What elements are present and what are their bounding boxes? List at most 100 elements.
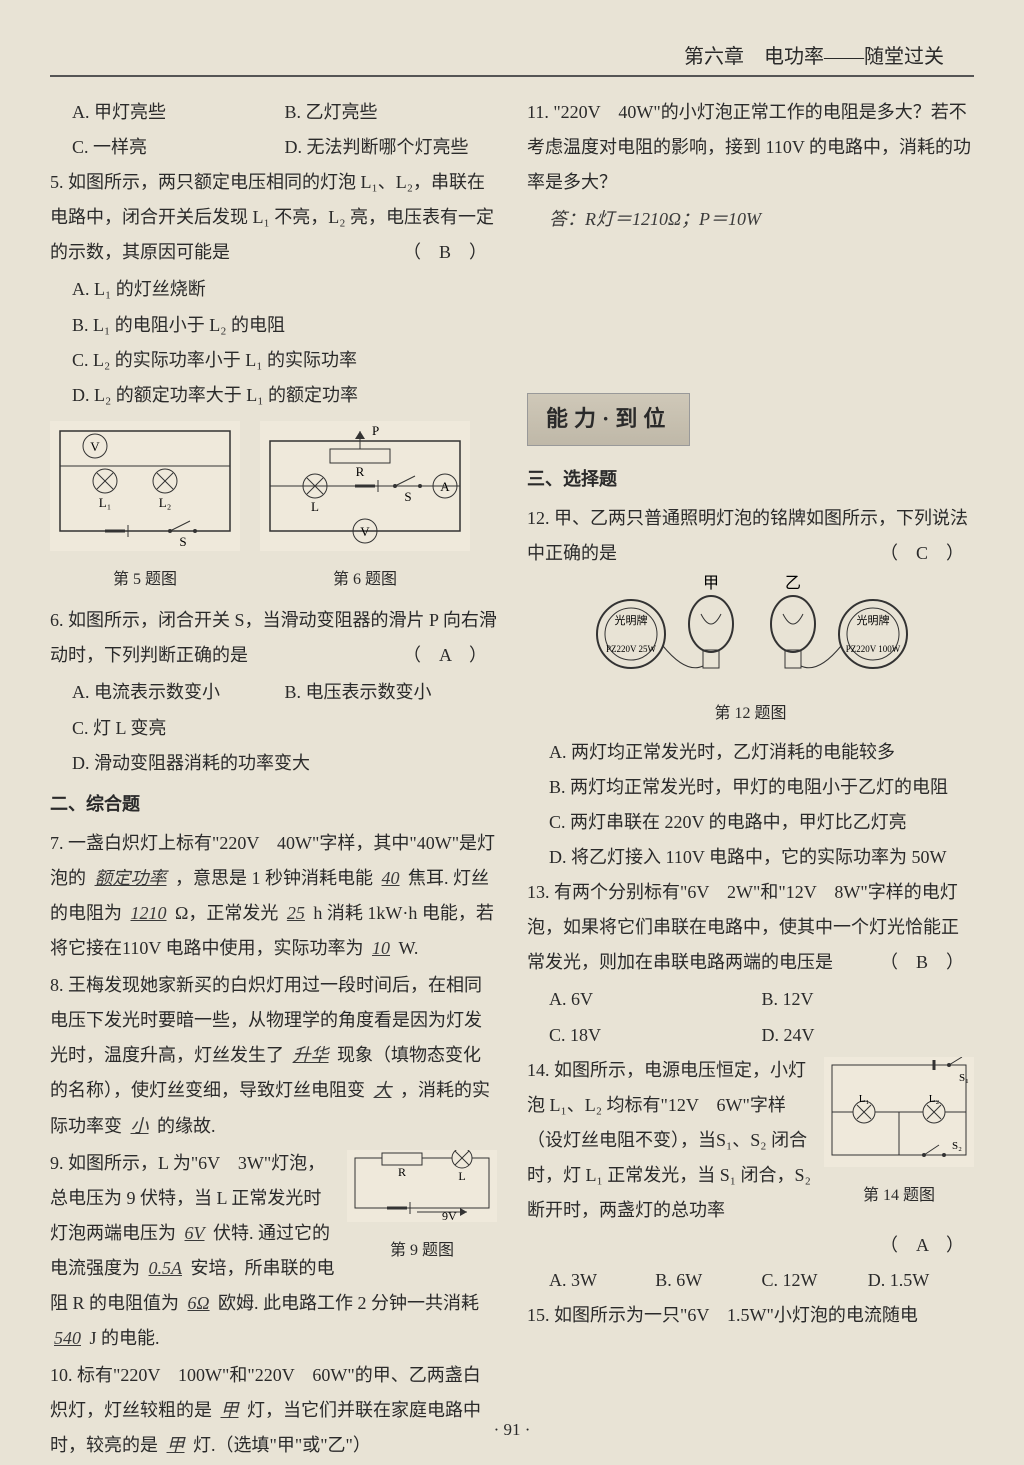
two-column-layout: A. 甲灯亮些 B. 乙灯亮些 C. 一样亮 D. 无法判断哪个灯亮些 5. 如… [50, 95, 974, 1465]
q10: 10. 标有"220V 100W"和"220V 60W"的甲、乙两盏白炽灯，灯丝… [50, 1358, 497, 1463]
svg-text:R: R [356, 464, 365, 479]
q12-bulbs-svg: 甲 乙 光明牌 PZ220V 25W 光明牌 PZ220V 100W [581, 574, 921, 684]
svg-text:乙: 乙 [784, 575, 800, 592]
q11-answer: 答：R灯＝1210Ω；P＝10W [527, 202, 974, 237]
q9-b1: 6V [181, 1223, 209, 1243]
q12-figure: 甲 乙 光明牌 PZ220V 25W 光明牌 PZ220V 100W [527, 574, 974, 729]
svg-text:L: L [311, 499, 319, 514]
q15-stem: 15. 如图所示为一只"6V 1.5W"小灯泡的电流随电 [527, 1298, 974, 1333]
q4-opt-c: C. 一样亮 [72, 130, 285, 165]
q7-b4: 25 [283, 903, 309, 923]
q7-b1: 额定功率 [91, 868, 171, 888]
q14-caption: 第 14 题图 [824, 1180, 974, 1211]
q4-opt-b: B. 乙灯亮些 [285, 95, 498, 130]
q14-figure: S₁ L₁ L₂ S₂ 第 14 题图 [824, 1057, 974, 1211]
q7-b2: 40 [378, 868, 404, 888]
svg-text:P: P [372, 423, 379, 438]
q5-opt-b: B. L₁ 的电阻小于 L₂ 的电阻 [50, 308, 497, 343]
q13-opt-d: D. 24V [762, 1018, 975, 1053]
q4-opt-d: D. 无法判断哪个灯亮些 [285, 130, 498, 165]
q13-stem: 13. 有两个分别标有"6V 2W"和"12V 8W"字样的电灯泡，如果将它们串… [527, 875, 974, 980]
svg-text:S: S [404, 489, 411, 504]
q7-t4: Ω，正常发光 [175, 903, 278, 923]
q6-opt-d: D. 滑动变阻器消耗的功率变大 [50, 746, 497, 781]
q4-opts-row1: A. 甲灯亮些 B. 乙灯亮些 [50, 95, 497, 130]
svg-text:L₂: L₂ [159, 495, 171, 510]
q14: S₁ L₁ L₂ S₂ 第 14 题图 14. 如图所示，电源电压恒定，小灯泡 … [527, 1053, 974, 1228]
q4-opts-row2: C. 一样亮 D. 无法判断哪个灯亮些 [50, 130, 497, 165]
page-header: 第六章 电功率——随堂过关 [50, 40, 974, 77]
q6-figure: R P L A S V 第 6 题图 [260, 421, 470, 595]
q4-opt-a: A. 甲灯亮些 [72, 95, 285, 130]
q8-b2: 大 [370, 1080, 396, 1100]
q9-t5: J 的电能. [90, 1328, 160, 1348]
svg-text:V: V [360, 524, 370, 539]
q9-b4: 540 [50, 1328, 85, 1348]
q12-answer: （ C ） [880, 536, 974, 571]
q9-caption: 第 9 题图 [347, 1235, 497, 1266]
q5-opt-c: C. L₂ 的实际功率小于 L₁ 的实际功率 [50, 343, 497, 378]
svg-text:R: R [398, 1165, 406, 1179]
q14-opts: A. 3W B. 6W C. 12W D. 1.5W [527, 1263, 974, 1298]
svg-text:L₂: L₂ [929, 1093, 940, 1105]
svg-text:L₁: L₁ [859, 1093, 870, 1105]
svg-text:L: L [458, 1169, 465, 1183]
q5-circuit-svg: V L₁ L₂ S [50, 421, 240, 551]
q7-b5: 10 [368, 938, 394, 958]
svg-text:甲: 甲 [702, 575, 718, 592]
q7-t6: W. [399, 938, 419, 958]
q14-stem-text: 14. 如图所示，电源电压恒定，小灯泡 L₁、L₂ 均标有"12V 6W"字样（… [527, 1060, 811, 1220]
q14-opt-b: B. 6W [655, 1263, 761, 1298]
q5-q6-figures: V L₁ L₂ S 第 5 题图 R P [50, 421, 497, 595]
svg-text:PZ220V 25W: PZ220V 25W [605, 644, 656, 654]
q8-b3: 小 [127, 1116, 153, 1136]
q7-b3: 1210 [127, 903, 171, 923]
q13-opts-row2: C. 18V D. 24V [527, 1018, 974, 1053]
q12-stem: 12. 甲、乙两只普通照明灯泡的铭牌如图所示，下列说法中正确的是 （ C ） [527, 501, 974, 571]
q12-opt-d: D. 将乙灯接入 110V 电路中，它的实际功率为 50W [527, 840, 974, 875]
q5-opt-d: D. L₂ 的额定功率大于 L₁ 的额定功率 [50, 378, 497, 413]
q12-opt-a: A. 两灯均正常发光时，乙灯消耗的电能较多 [527, 735, 974, 770]
svg-text:光明牌: 光明牌 [614, 613, 647, 627]
q8-t4: 的缘故. [157, 1116, 216, 1136]
q6-opts-row1: A. 电流表示数变小 B. 电压表示数变小 [50, 675, 497, 710]
q13-opt-a: A. 6V [549, 982, 762, 1017]
q9-circuit-svg: R L 9V [347, 1150, 497, 1222]
q5-figure: V L₁ L₂ S 第 5 题图 [50, 421, 240, 595]
q9-figure: R L 9V 第 9 题图 [347, 1150, 497, 1266]
q12-opt-b: B. 两灯均正常发光时，甲灯的电阻小于乙灯的电阻 [527, 770, 974, 805]
q8-b1: 升华 [289, 1045, 333, 1065]
q9-b3: 6Ω [184, 1293, 214, 1313]
q6-caption: 第 6 题图 [260, 564, 470, 595]
q7: 7. 一盏白炽灯上标有"220V 40W"字样，其中"40W"是灯泡的 额定功率… [50, 826, 497, 966]
q11-stem: 11. "220V 40W"的小灯泡正常工作的电阻是多大？若不考虑温度对电阻的影… [527, 95, 974, 200]
q14-opt-a: A. 3W [549, 1263, 655, 1298]
svg-text:9V: 9V [442, 1209, 457, 1222]
svg-text:S: S [179, 534, 186, 549]
q10-b1: 甲 [217, 1400, 243, 1420]
q5-caption: 第 5 题图 [50, 564, 240, 595]
q13-opt-c: C. 18V [549, 1018, 762, 1053]
section-2-title: 二、综合题 [50, 787, 497, 822]
q12-opt-c: C. 两灯串联在 220V 的电路中，甲灯比乙灯亮 [527, 805, 974, 840]
left-column: A. 甲灯亮些 B. 乙灯亮些 C. 一样亮 D. 无法判断哪个灯亮些 5. 如… [50, 95, 497, 1465]
svg-text:S₁: S₁ [959, 1072, 969, 1084]
q6-opt-c: C. 灯 L 变亮 [50, 711, 497, 746]
q6-opt-b: B. 电压表示数变小 [285, 675, 498, 710]
svg-text:L₁: L₁ [99, 495, 111, 510]
svg-text:S₂: S₂ [952, 1140, 962, 1152]
q14-circuit-svg: S₁ L₁ L₂ S₂ [824, 1057, 974, 1167]
q5-answer: （ B ） [403, 235, 497, 270]
q13-answer: （ B ） [880, 945, 974, 980]
q5-opt-a: A. L₁ 的灯丝烧断 [50, 272, 497, 307]
q9-b2: 0.5A [145, 1258, 187, 1278]
q13-opts-row1: A. 6V B. 12V [527, 982, 974, 1017]
q6-answer: （ A ） [403, 638, 497, 673]
q12-caption: 第 12 题图 [527, 698, 974, 729]
q14-opt-c: C. 12W [762, 1263, 868, 1298]
q9-t4: 欧姆. 此电路工作 2 分钟一共消耗 [218, 1293, 479, 1313]
q6-opt-a: A. 电流表示数变小 [72, 675, 285, 710]
q5-stem: 5. 如图所示，两只额定电压相同的灯泡 L₁、L₂，串联在电路中，闭合开关后发现… [50, 165, 497, 270]
q7-t2: ，意思是 1 秒钟消耗电能 [175, 868, 373, 888]
svg-text:V: V [90, 439, 100, 454]
